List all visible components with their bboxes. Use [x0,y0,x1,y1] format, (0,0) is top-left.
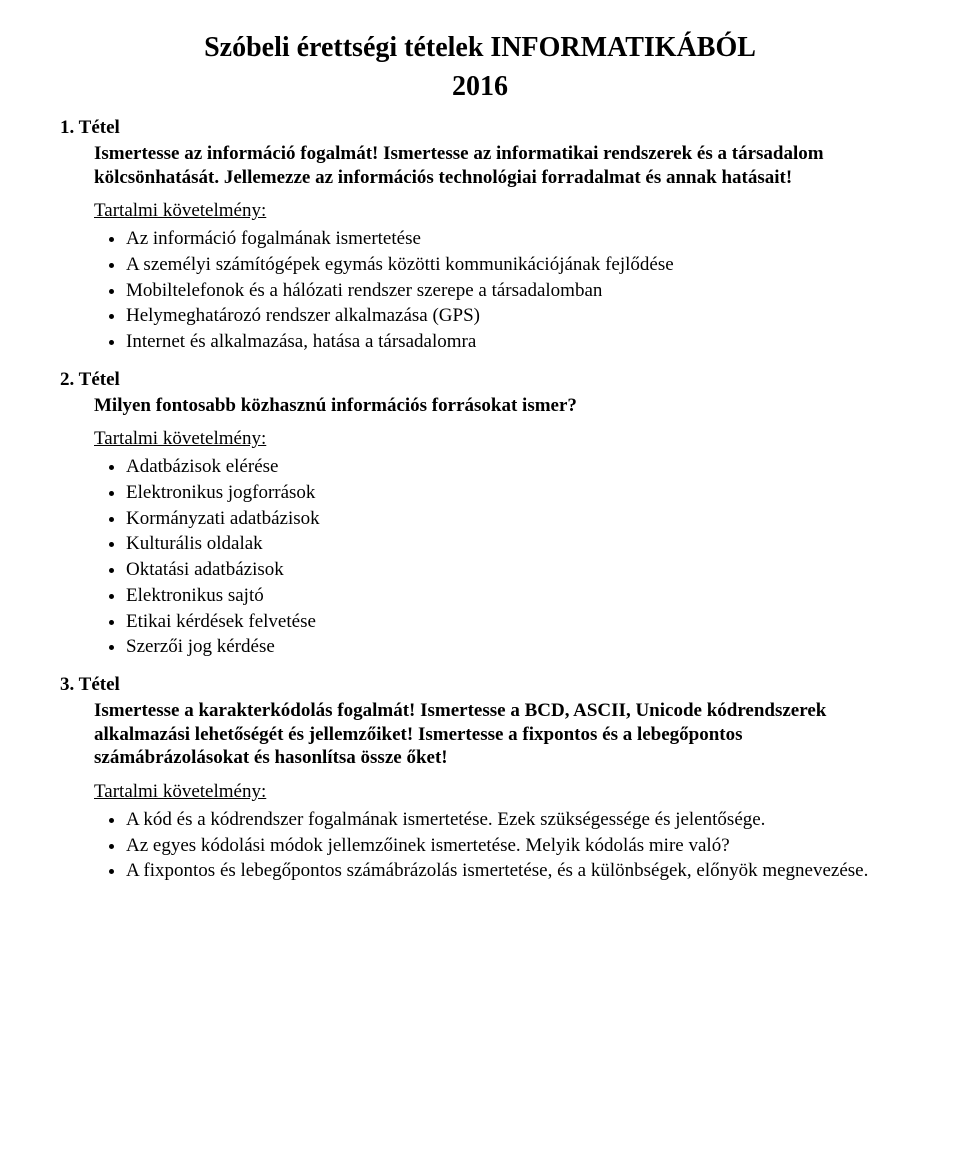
requirement-list: A kód és a kódrendszer fogalmának ismert… [94,808,900,883]
list-item: Kulturális oldalak [126,532,900,556]
list-item: A kód és a kódrendszer fogalmának ismert… [126,808,900,832]
list-item: A fixpontos és lebegőpontos számábrázolá… [126,859,900,883]
tetel-number: 1. Tétel [60,116,900,140]
requirement-label: Tartalmi követelmény: [94,427,900,451]
main-title: Szóbeli érettségi tételek INFORMATIKÁBÓL [60,30,900,65]
list-item: Elektronikus jogforrások [126,481,900,505]
requirement-label: Tartalmi követelmény: [94,199,900,223]
tetel-1: 1. Tétel Ismertesse az információ fogalm… [60,116,900,354]
requirement-list: Adatbázisok elérése Elektronikus jogforr… [94,455,900,659]
list-item: Kormányzati adatbázisok [126,507,900,531]
requirement-list: Az információ fogalmának ismertetése A s… [94,227,900,354]
list-item: Helymeghatározó rendszer alkalmazása (GP… [126,304,900,328]
list-item: Etikai kérdések felvetése [126,610,900,634]
list-item: Elektronikus sajtó [126,584,900,608]
tetel-prompt: Ismertesse a karakterkódolás fogalmát! I… [94,699,900,770]
list-item: Internet és alkalmazása, hatása a társad… [126,330,900,354]
tetel-prompt: Ismertesse az információ fogalmát! Ismer… [94,142,900,190]
list-item: Adatbázisok elérése [126,455,900,479]
requirement-label: Tartalmi követelmény: [94,780,900,804]
list-item: Oktatási adatbázisok [126,558,900,582]
list-item: A személyi számítógépek egymás közötti k… [126,253,900,277]
tetel-3: 3. Tétel Ismertesse a karakterkódolás fo… [60,673,900,883]
list-item: Mobiltelefonok és a hálózati rendszer sz… [126,279,900,303]
tetel-2: 2. Tétel Milyen fontosabb közhasznú info… [60,368,900,659]
list-item: Szerzői jog kérdése [126,635,900,659]
year-heading: 2016 [60,69,900,104]
list-item: Az egyes kódolási módok jellemzőinek ism… [126,834,900,858]
tetel-number: 3. Tétel [60,673,900,697]
tetel-prompt: Milyen fontosabb közhasznú információs f… [94,394,900,418]
tetel-number: 2. Tétel [60,368,900,392]
list-item: Az információ fogalmának ismertetése [126,227,900,251]
